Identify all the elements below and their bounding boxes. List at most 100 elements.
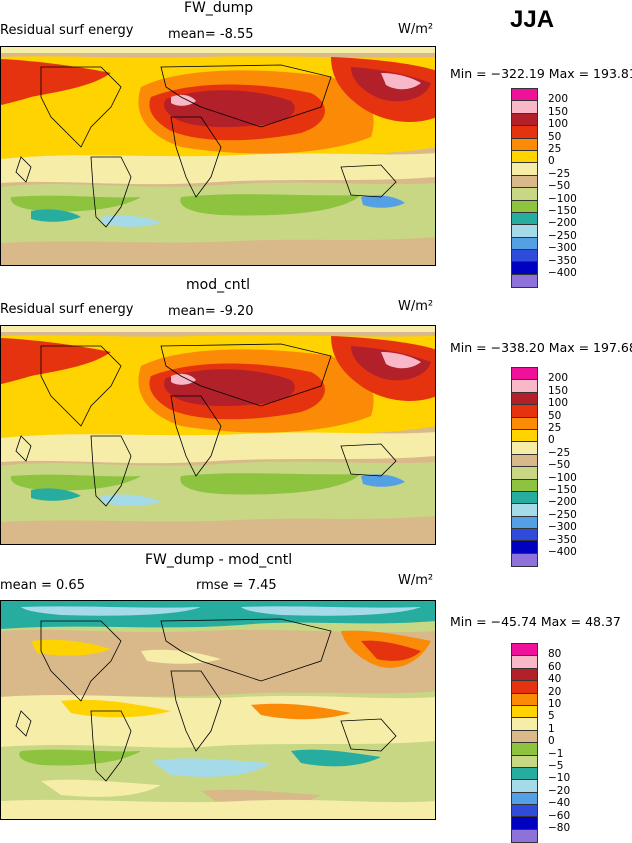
panel-3-mean: mean = 0.65 [0, 578, 85, 593]
colorbar-swatch [512, 274, 537, 288]
colorbar-tick-label: 25 [548, 422, 562, 434]
panel-3-map [0, 600, 436, 820]
colorbar-swatch [512, 225, 537, 238]
colorbar-swatch [512, 89, 537, 102]
colorbar-swatch [512, 479, 537, 492]
colorbar-swatch [512, 368, 537, 381]
panel-2-units: W/m² [398, 299, 434, 314]
colorbar-swatch [512, 138, 537, 151]
colorbar-swatch [512, 705, 537, 719]
panel-2-title: mod_cntl [186, 277, 251, 293]
panel-1-left-label: Residual surf energy [0, 23, 134, 38]
colorbar-tick-label: −400 [548, 546, 577, 558]
colorbar-swatch [512, 817, 537, 830]
colorbar-swatch [512, 454, 537, 468]
colorbar-tick-label: 20 [548, 685, 562, 698]
panel-3-units: W/m² [398, 573, 434, 588]
colorbar-swatch [512, 101, 537, 114]
panel-2-colorbar [511, 367, 538, 568]
colorbar-swatch [512, 212, 537, 226]
colorbar-tick-label: 40 [548, 673, 562, 686]
colorbar-tick-label: 80 [548, 648, 562, 661]
colorbar-tick-label: 5 [548, 710, 555, 723]
panel-2-left-label: Residual surf energy [0, 302, 134, 317]
colorbar-tick-label: 50 [548, 130, 562, 143]
colorbar-swatch [512, 805, 537, 818]
colorbar-tick-label: 60 [548, 660, 562, 673]
colorbar-tick-label: 1 [548, 722, 555, 735]
colorbar-tick-label: −50 [548, 459, 571, 472]
colorbar-tick-label: 200 [548, 372, 569, 385]
colorbar-tick-label: −250 [548, 508, 577, 521]
colorbar-swatch [512, 150, 537, 164]
colorbar-swatch [512, 405, 537, 418]
colorbar-swatch [512, 792, 537, 806]
colorbar-swatch [512, 767, 537, 781]
colorbar-tick-label: −25 [548, 167, 571, 180]
season-label: JJA [510, 6, 555, 33]
colorbar-swatch [512, 541, 537, 554]
colorbar-tick-label: 150 [548, 384, 569, 397]
colorbar-swatch [512, 126, 537, 139]
panel-3-title: FW_dump - mod_cntl [145, 552, 293, 568]
panel-3-rmse: rmse = 7.45 [196, 578, 277, 593]
colorbar-tick-label: −1 [548, 747, 564, 760]
colorbar-tick-label: 100 [548, 118, 569, 131]
panel-1-title: FW_dump [184, 0, 254, 16]
colorbar-tick-label: −200 [548, 496, 577, 509]
colorbar-swatch [512, 755, 537, 768]
colorbar-swatch [512, 392, 537, 406]
colorbar-swatch [512, 380, 537, 393]
colorbar-swatch [512, 693, 537, 706]
colorbar-tick-label: −300 [548, 242, 577, 255]
colorbar-swatch [512, 730, 537, 744]
colorbar-swatch [512, 429, 537, 443]
panel-1-units: W/m² [398, 22, 434, 37]
panel-1-colorbar [511, 88, 538, 289]
colorbar-tick-label: −150 [548, 484, 577, 496]
colorbar-tick-label: 10 [548, 698, 562, 710]
colorbar-swatch [512, 780, 537, 793]
colorbar-tick-label: −50 [548, 180, 571, 193]
colorbar-tick-label: −10 [548, 772, 571, 785]
colorbar-tick-label: −60 [548, 809, 571, 822]
colorbar-swatch [512, 529, 537, 542]
colorbar-tick-label: 0 [548, 735, 555, 748]
colorbar-swatch [512, 516, 537, 530]
colorbar-swatch [512, 553, 537, 567]
colorbar-swatch [512, 681, 537, 694]
panel-2-mean: mean= -9.20 [168, 304, 254, 319]
colorbar-tick-label: −25 [548, 446, 571, 459]
colorbar-tick-label: −300 [548, 521, 577, 534]
colorbar-tick-label: 200 [548, 93, 569, 106]
colorbar-swatch [512, 829, 537, 843]
colorbar-swatch [512, 491, 537, 505]
colorbar-swatch [512, 250, 537, 263]
colorbar-swatch [512, 200, 537, 213]
colorbar-swatch [512, 163, 537, 176]
colorbar-tick-label: −100 [548, 471, 577, 484]
panel-1-mean: mean= -8.55 [168, 27, 254, 42]
colorbar-swatch [512, 113, 537, 127]
colorbar-swatch [512, 718, 537, 731]
colorbar-tick-label: −100 [548, 192, 577, 205]
colorbar-tick-label: 0 [548, 155, 555, 168]
colorbar-tick-label: −400 [548, 267, 577, 279]
colorbar-swatch [512, 644, 537, 657]
colorbar-tick-label: −200 [548, 217, 577, 230]
colorbar-tick-label: −80 [548, 822, 571, 834]
colorbar-tick-label: 150 [548, 105, 569, 118]
colorbar-swatch [512, 262, 537, 275]
colorbar-tick-label: 0 [548, 434, 555, 447]
colorbar-tick-label: −40 [548, 797, 571, 810]
panel-3-colorbar [511, 643, 538, 843]
panel-1-map [0, 46, 436, 266]
colorbar-swatch [512, 442, 537, 455]
panel-2-map [0, 325, 436, 545]
colorbar-swatch [512, 188, 537, 201]
colorbar-tick-label: −250 [548, 229, 577, 242]
panel-1-minmax: Min = −322.19 Max = 193.81 [450, 66, 632, 81]
colorbar-tick-label: −350 [548, 254, 577, 267]
colorbar-swatch [512, 656, 537, 669]
colorbar-swatch [512, 743, 537, 756]
